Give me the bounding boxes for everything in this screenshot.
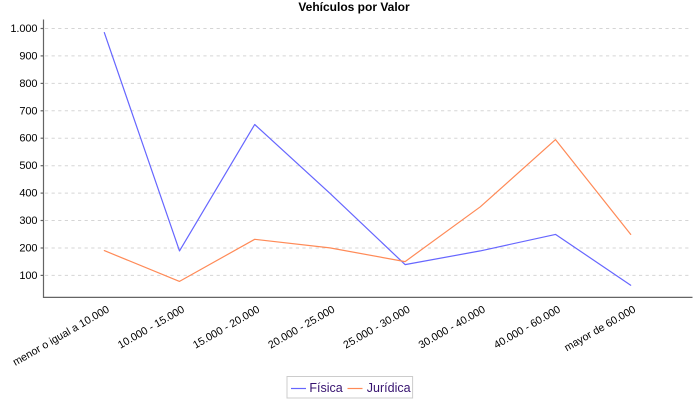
svg-text:700: 700 [19, 105, 37, 117]
svg-text:1.000: 1.000 [10, 23, 37, 35]
svg-text:500: 500 [19, 160, 37, 172]
svg-text:Física: Física [309, 381, 342, 395]
svg-text:400: 400 [19, 188, 37, 200]
svg-text:Vehículos por Valor: Vehículos por Valor [298, 0, 410, 14]
svg-text:200: 200 [19, 243, 37, 255]
svg-text:300: 300 [19, 215, 37, 227]
svg-text:900: 900 [19, 50, 37, 62]
svg-text:800: 800 [19, 78, 37, 90]
svg-text:600: 600 [19, 133, 37, 145]
svg-text:100: 100 [19, 270, 37, 282]
svg-text:Jurídica: Jurídica [367, 381, 411, 395]
